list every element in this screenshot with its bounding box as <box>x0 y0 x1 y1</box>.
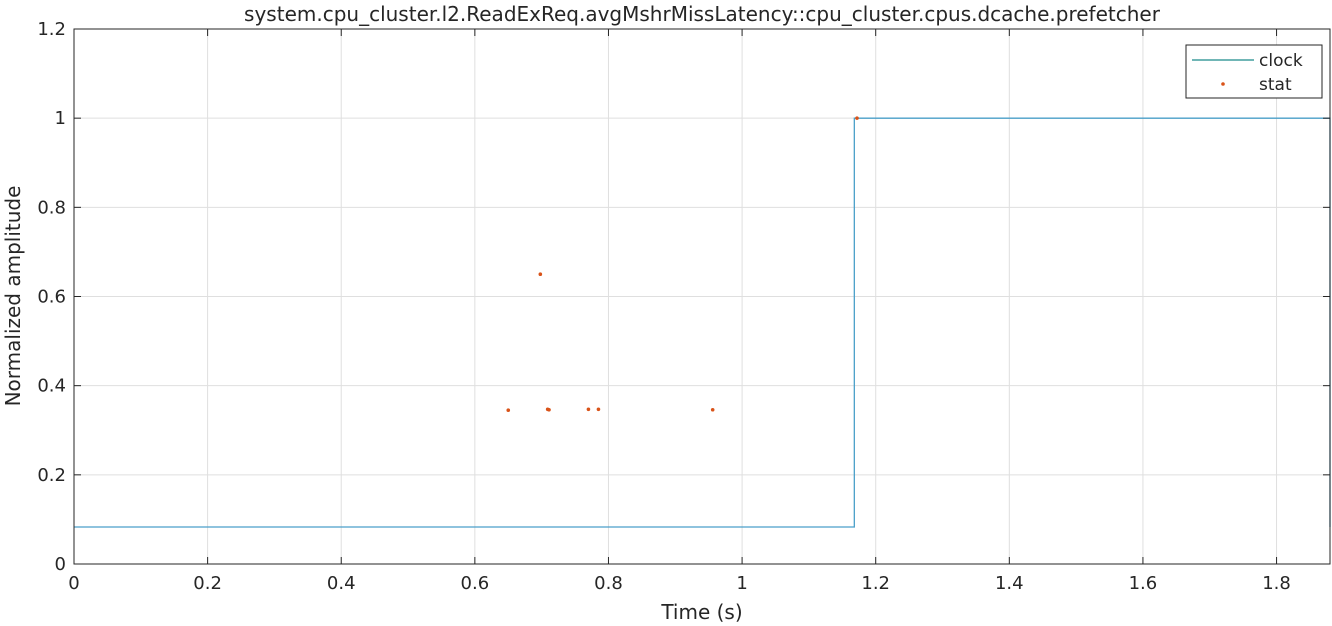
series-stat-point <box>710 407 715 412</box>
x-tick-label: 0.4 <box>327 573 356 594</box>
y-tick-label: 0 <box>55 554 66 575</box>
x-tick-label: 1.2 <box>861 573 890 594</box>
series-stat-point <box>855 116 859 120</box>
x-tick-label: 1.8 <box>1262 573 1291 594</box>
x-tick-label: 0.8 <box>594 573 623 594</box>
legend-stat-marker <box>1221 82 1225 86</box>
y-tick-label: 1 <box>55 108 66 129</box>
y-tick-label: 0.6 <box>37 287 66 308</box>
series-stat-point <box>547 407 551 412</box>
ticks: 0 0.2 0.4 0.6 0.8 1 1.2 1.4 1.6 1.8 0 0.2 0.4 0.6 0.8 1… <box>37 19 1330 594</box>
x-tick-label: 1.6 <box>1129 573 1158 594</box>
legend-stat-label: stat <box>1259 75 1292 95</box>
series-stat-point <box>506 408 511 412</box>
legend-clock-label: clock <box>1259 51 1303 71</box>
legend: clock stat <box>1185 44 1323 99</box>
x-tick-label: 0.2 <box>193 573 222 594</box>
y-tick-label: 0.2 <box>37 465 66 486</box>
x-tick-label: 1 <box>736 573 747 594</box>
series-clock-line <box>74 117 1331 528</box>
legend-box <box>1185 44 1323 99</box>
series-stat-point <box>538 272 543 277</box>
series-stat-point <box>586 407 591 412</box>
series-stat-point <box>596 407 601 412</box>
y-tick-label: 1.2 <box>37 19 66 40</box>
x-tick-label: 0 <box>68 573 79 594</box>
grid <box>74 29 1330 564</box>
plot-area <box>74 116 1331 528</box>
y-tick-label: 0.4 <box>37 376 66 397</box>
x-axis-label: Time (s) <box>660 600 742 624</box>
x-tick-label: 0.6 <box>461 573 490 594</box>
x-tick-label: 1.4 <box>995 573 1024 594</box>
y-axis-label: Normalized amplitude <box>1 186 25 407</box>
y-tick-label: 0.8 <box>37 197 66 218</box>
chart-title: system.cpu_cluster.l2.ReadExReq.avgMshrM… <box>244 2 1161 26</box>
